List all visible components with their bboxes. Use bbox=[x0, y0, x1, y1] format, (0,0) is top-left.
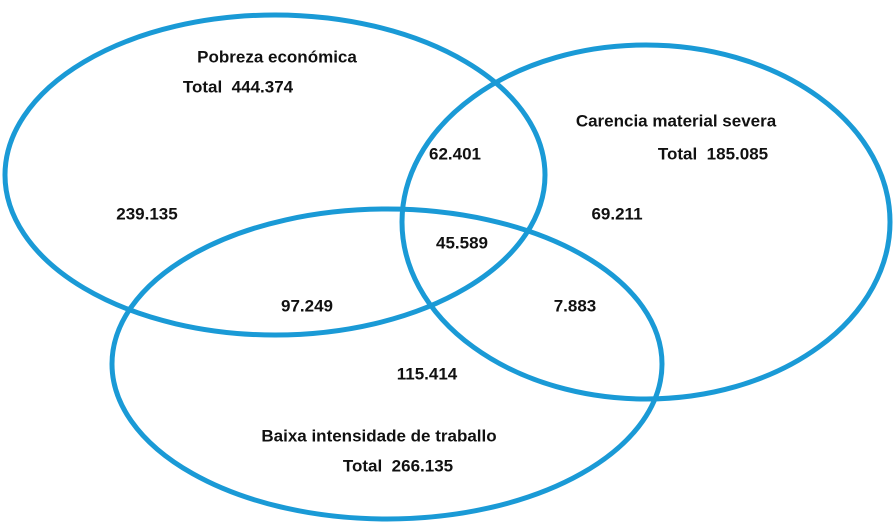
region-value: 45.589 bbox=[436, 233, 488, 252]
region-value: 69.211 bbox=[591, 204, 642, 223]
set-ellipse bbox=[399, 42, 893, 402]
set-label: Carencia material severa bbox=[576, 111, 777, 130]
region-value: 97.249 bbox=[281, 296, 333, 315]
set-label: Pobreza económica bbox=[197, 47, 357, 66]
region-value: 239.135 bbox=[116, 204, 177, 223]
region-value: 62.401 bbox=[429, 144, 481, 163]
set-total: Total 444.374 bbox=[183, 77, 294, 96]
set-ellipse bbox=[109, 206, 665, 522]
region-value: 115.414 bbox=[397, 364, 458, 383]
region-value: 7.883 bbox=[554, 296, 597, 315]
set-total: Total 266.135 bbox=[343, 456, 453, 475]
set-ellipse bbox=[2, 12, 548, 338]
set-total: Total 185.085 bbox=[658, 144, 768, 163]
set-label: Baixa intensidade de traballo bbox=[261, 426, 496, 445]
